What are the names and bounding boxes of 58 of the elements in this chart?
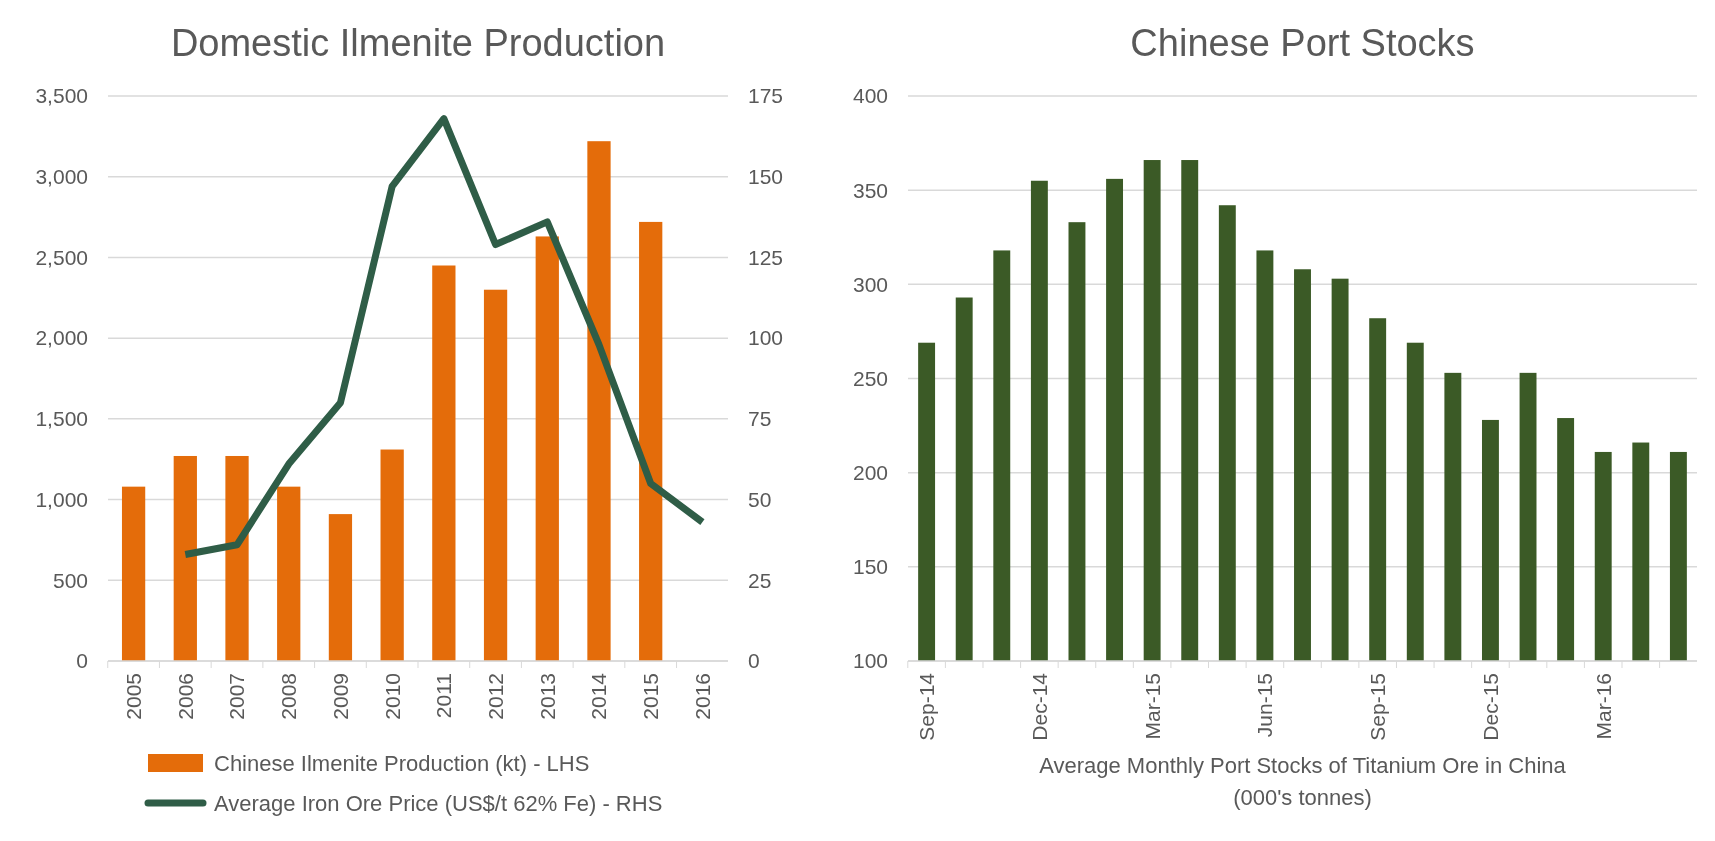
- y-tick-label: 300: [852, 272, 888, 296]
- chart-title: Chinese Port Stocks: [1130, 22, 1475, 64]
- x-tick-label: Mar-15: [1140, 673, 1164, 740]
- y-tick-label: 2,000: [35, 326, 88, 350]
- x-tick-label: 2010: [380, 673, 404, 720]
- x-tick-label: 2015: [639, 673, 663, 720]
- bar: [587, 141, 611, 661]
- bar: [380, 449, 404, 661]
- bar: [173, 455, 197, 661]
- x-tick-label: 2014: [587, 672, 611, 720]
- x-tick-label: 2011: [432, 673, 456, 719]
- x-tick-label: Jun-15: [1253, 673, 1277, 738]
- x-tick-label: 2012: [483, 673, 507, 720]
- x-tick-label: Sep-14: [914, 672, 938, 741]
- x-tick-label: Sep-15: [1366, 673, 1390, 741]
- bar: [535, 236, 559, 661]
- bar: [639, 221, 663, 661]
- x-tick-label: 2005: [121, 673, 145, 720]
- y-tick-label: 1,000: [35, 487, 88, 511]
- x-tick-label: 2013: [535, 673, 559, 720]
- x-tick-label: Dec-14: [1027, 672, 1051, 741]
- x-tick-label: 2007: [225, 673, 249, 720]
- y-tick-label: 250: [852, 366, 888, 390]
- y-tick-label: 3,000: [35, 165, 88, 189]
- y-tick-label: 0: [76, 649, 88, 673]
- bar: [277, 486, 301, 661]
- x-tick-label: Mar-16: [1591, 673, 1615, 740]
- y-tick-label: 3,500: [35, 84, 88, 108]
- y2-tick-label: 25: [748, 568, 772, 592]
- y2-tick-label: 75: [748, 407, 772, 431]
- x-tick-label: 2009: [328, 673, 352, 720]
- y-tick-label: 100: [852, 649, 888, 673]
- y-tick-label: 400: [852, 84, 888, 108]
- y-tick-label: 200: [852, 461, 888, 485]
- x-tick-label: 2016: [690, 673, 714, 720]
- legend-label: Chinese Ilmenite Production (kt) - LHS: [214, 750, 590, 776]
- bar: [225, 455, 249, 661]
- y-tick-label: 350: [852, 178, 888, 202]
- y2-tick-label: 175: [748, 84, 784, 108]
- y-tick-label: 2,500: [35, 245, 88, 269]
- bar: [328, 514, 353, 661]
- y2-tick-label: 150: [748, 165, 784, 189]
- bar: [432, 265, 456, 661]
- bar: [483, 289, 508, 661]
- y2-tick-label: 50: [748, 487, 772, 511]
- x-axis-title: Average Monthly Port Stocks of Titanium Ore in China (000's tonnes): [1039, 753, 1567, 810]
- y-tick-label: 500: [52, 568, 88, 592]
- y2-tick-label: 0: [748, 649, 760, 673]
- y2-tick-label: 100: [748, 326, 784, 350]
- x-tick-label: 2006: [173, 673, 197, 720]
- x-tick-label: Dec-15: [1478, 673, 1502, 741]
- chart-title: Domestic Ilmenite Production: [170, 22, 666, 64]
- y-tick-label: 150: [852, 555, 888, 579]
- y2-tick-label: 125: [748, 245, 784, 269]
- y-tick-label: 1,500: [35, 407, 88, 431]
- bar: [121, 486, 146, 661]
- x-tick-label: 2008: [277, 673, 301, 720]
- legend-label: Average Iron Ore Price (US$/t 62% Fe) - RHS: [214, 790, 663, 816]
